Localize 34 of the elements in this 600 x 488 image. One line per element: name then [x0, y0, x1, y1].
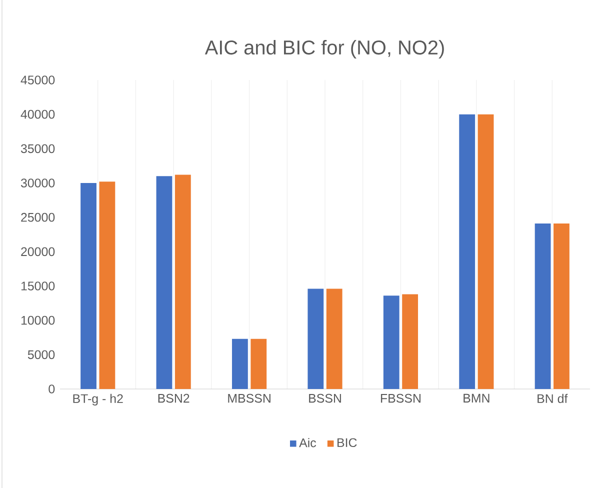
x-tick-label: BSSN [309, 394, 341, 403]
bar [232, 338, 248, 389]
y-tick-label: 35000 [20, 144, 55, 154]
x-tick-label: BSN2 [158, 394, 190, 403]
bar [326, 288, 342, 389]
bar [554, 224, 570, 389]
x-tick-label: MBSSN [228, 394, 270, 403]
bar [80, 183, 96, 389]
bar [174, 174, 191, 389]
y-tick-label: 30000 [20, 178, 55, 188]
y-tick-label: 45000 [20, 76, 55, 84]
x-tick-label: BN df [538, 394, 568, 404]
legend-label: BIC [338, 438, 357, 448]
bar [383, 296, 400, 389]
bar [250, 338, 267, 389]
bar [478, 114, 494, 389]
x-tick-label: FBSSN [380, 394, 420, 403]
y-tick-label: 40000 [20, 110, 55, 119]
y-tick-label: 10000 [21, 316, 55, 325]
y-tick-label: 20000 [21, 247, 55, 256]
chart-title: AIC and BIC for (NO, NO2) [204, 40, 444, 59]
y-tick-label: 5000 [28, 350, 55, 360]
bar [534, 224, 551, 389]
y-tick-label: 15000 [21, 282, 55, 290]
y-tick-label: 25000 [21, 212, 55, 222]
x-tick-label: BT-g - h2 [73, 394, 123, 406]
bar [402, 294, 418, 389]
bar [99, 182, 116, 389]
bar [156, 176, 172, 389]
bar [308, 288, 324, 389]
bar [459, 114, 476, 389]
y-tick-label: 0 [48, 384, 55, 394]
legend-label: Aic [299, 438, 316, 448]
x-tick-label: BMN [464, 394, 490, 402]
